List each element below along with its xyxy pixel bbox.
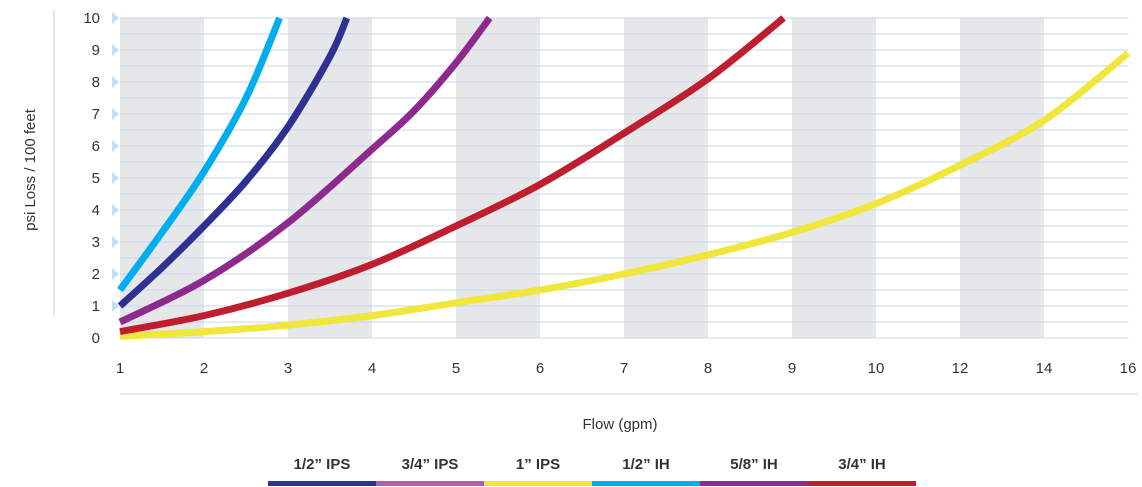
series-line-3 [117,16,283,293]
legend-item: 1/2” IPS [268,456,376,486]
x-tick-labels: 1 2 3 4 5 6 7 8 9 10 12 14 16 [116,360,1137,377]
y-tick-label: 3 [92,234,100,251]
legend-swatch [268,481,376,486]
y-tick-label: 4 [92,202,100,219]
x-tick-label: 9 [788,360,796,377]
series-line-5 [119,15,786,336]
x-tick-label: 7 [620,360,628,377]
x-tick-label: 6 [536,360,544,377]
x-axis-title: Flow (gpm) [582,416,657,433]
y-tick-marker [112,236,119,248]
x-tick-label: 8 [704,360,712,377]
y-tick-label: 6 [92,138,100,155]
y-tick-label: 0 [92,330,100,347]
y-tick-marker [112,172,119,184]
y-tick-marker [112,300,119,312]
x-tick-label: 12 [952,360,969,377]
y-axis-title: psi Loss / 100 feet [22,108,39,231]
y-tick-marker [112,108,119,120]
legend-label: 5/8” IH [730,456,778,473]
y-tick-marker [112,76,119,88]
legend-item: 1/2” IH [592,456,700,486]
x-tick-label: 5 [452,360,460,377]
legend-label: 3/4” IH [838,456,886,473]
y-tick-labels: 0 1 2 3 4 5 6 7 8 9 10 [83,10,100,347]
y-tick-marker [112,140,119,152]
legend-label: 1/2” IH [622,456,670,473]
series-line-2 [119,50,1131,340]
legend-label: 1/2” IPS [293,456,351,473]
y-tick-label: 5 [92,170,100,187]
x-tick-label: 2 [200,360,208,377]
legend-swatch [592,481,700,486]
y-tick-label: 2 [92,266,100,283]
legend-swatch [700,481,808,486]
x-tick-label: 4 [368,360,376,377]
x-tick-label: 14 [1036,360,1053,377]
y-tick-label: 1 [92,298,100,315]
series-lines [117,15,1131,340]
y-tick-label: 8 [92,74,100,91]
legend-item: 3/4” IH [808,456,916,486]
y-tick-label: 7 [92,106,100,123]
legend-swatch [808,481,916,486]
series-line-0 [117,16,351,309]
y-tick-marker [112,268,119,280]
legend-label: 3/4” IPS [401,456,459,473]
y-tick-markers [112,12,119,312]
y-tick-marker [112,44,119,56]
legend-item: 3/4” IPS [376,456,484,486]
legend: 1/2” IPS 3/4” IPS 1” IPS 1/2” IH 5/8” IH 3/4”… [268,456,916,486]
y-tick-marker [112,12,119,24]
legend-swatch [376,481,484,486]
x-tick-label: 1 [116,360,124,377]
x-tick-label: 10 [868,360,885,377]
y-tick-label: 9 [92,42,100,59]
legend-item: 1” IPS [484,456,592,486]
series-line-1 [118,15,493,326]
x-tick-label: 16 [1120,360,1137,377]
legend-label: 1” IPS [515,456,561,473]
legend-item: 5/8” IH [700,456,808,486]
y-tick-marker [112,204,119,216]
y-tick-label: 10 [83,10,100,27]
x-tick-label: 3 [284,360,292,377]
horizontal-gridlines [120,17,1128,339]
legend-swatch [484,481,592,486]
